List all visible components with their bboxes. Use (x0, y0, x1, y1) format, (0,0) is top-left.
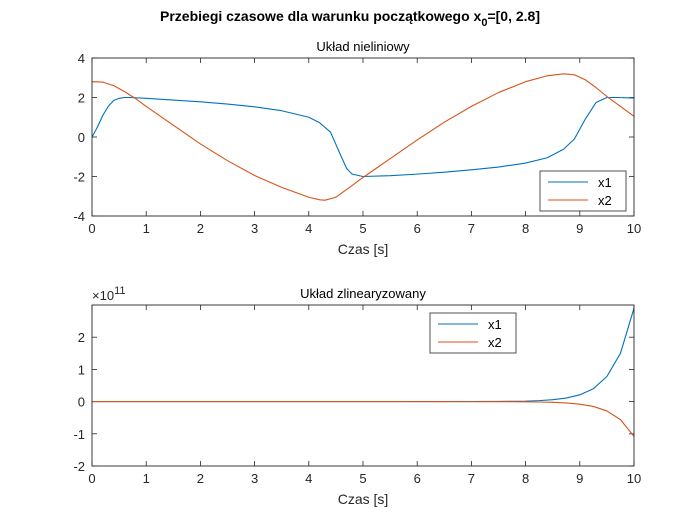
y-exponent-label: ×1011 (92, 285, 125, 303)
series-line-x2 (92, 401, 634, 437)
plot-area (92, 305, 634, 466)
x-tick-label: 3 (251, 221, 258, 236)
y-tick-label: -2 (73, 459, 85, 474)
y-tick-label: -2 (73, 170, 85, 185)
figure-suptitle: Przebiegi czasowe dla warunku początkowe… (160, 8, 540, 29)
x-tick-label: 10 (627, 221, 641, 236)
x-tick-label: 7 (468, 471, 475, 486)
x-tick-label: 5 (359, 221, 366, 236)
x-tick-label: 0 (88, 221, 95, 236)
axes-box (91, 304, 635, 467)
y-tick-label: 0 (78, 395, 85, 410)
x-tick-label: 1 (143, 221, 150, 236)
x-tick-label: 2 (197, 221, 204, 236)
series-group (92, 73, 634, 201)
subplot-title: Układ zlinearyzowany (300, 286, 426, 301)
suptitle-tail: =[0, 2.8] (487, 8, 540, 24)
legend-label-x2: x2 (598, 193, 612, 208)
y-tick-label: 1 (78, 362, 85, 377)
axes-box (91, 57, 635, 217)
y-tick-label: 0 (78, 130, 85, 145)
series-line-x2 (92, 73, 634, 201)
y-tick-label: -1 (73, 427, 85, 442)
x-tick-label: 1 (143, 471, 150, 486)
suptitle-main: Przebiegi czasowe dla warunku początkowe… (160, 8, 482, 24)
x-tick-label: 6 (414, 221, 421, 236)
y-tick-label: 2 (78, 91, 85, 106)
x-tick-label: 8 (522, 471, 529, 486)
x-axis-label: Czas [s] (338, 491, 389, 507)
suptitle-subscript: 0 (481, 17, 487, 29)
x-tick-label: 7 (468, 221, 475, 236)
legend-box (539, 170, 627, 212)
y-tick-label: -4 (73, 209, 85, 224)
x-axis-label: Czas [s] (338, 241, 389, 257)
x-tick-label: 6 (414, 471, 421, 486)
x-tick-label: 9 (576, 221, 583, 236)
subplot-2: Układ zlinearyzowany 0 1 2 3 4 5 6 7 8 9 10 -2 -1 0 1 2 ×… (73, 285, 641, 507)
x-tick-label: 5 (359, 471, 366, 486)
legend-box (429, 312, 517, 354)
x-tick-label: 2 (197, 471, 204, 486)
x-tick-label: 0 (88, 471, 95, 486)
subplot-1: Układ nieliniowy 0 1 2 3 4 5 6 7 8 9 10 -4 -2 0 2 4 Czas … (73, 39, 641, 257)
x-tick-label: 10 (627, 471, 641, 486)
x-tick-label: 9 (576, 471, 583, 486)
y-tick-label: 4 (78, 51, 85, 66)
y-tick-label: 2 (78, 330, 85, 345)
series-line-x1 (92, 96, 634, 178)
subplot-title: Układ nieliniowy (316, 39, 410, 54)
series-group (92, 308, 634, 437)
y-exponent-base: ×10 (92, 288, 114, 303)
legend-label-x1: x1 (598, 175, 612, 190)
y-exponent-power: 11 (114, 285, 125, 297)
legend-label-x2: x2 (488, 335, 502, 350)
x-tick-label: 4 (305, 221, 312, 236)
x-tick-label: 8 (522, 221, 529, 236)
x-tick-label: 3 (251, 471, 258, 486)
x-tick-label: 4 (305, 471, 312, 486)
legend-label-x1: x1 (488, 317, 502, 332)
